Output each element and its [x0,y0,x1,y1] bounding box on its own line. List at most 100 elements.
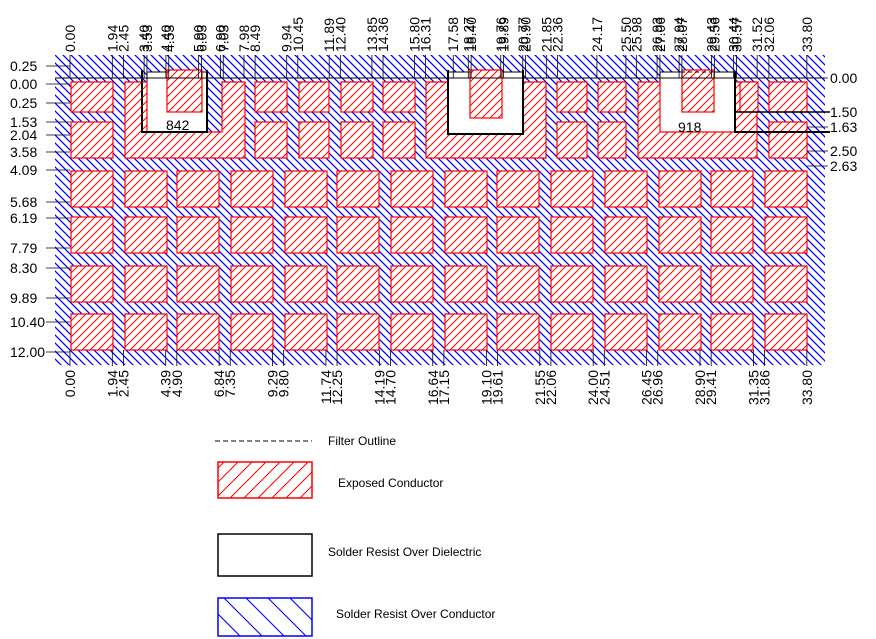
left-dimension-label: 3.58 [10,144,37,160]
bottom-dimension-label: 24.51 [596,370,612,405]
top-dimension-label: 11.89 [321,18,337,52]
pad [764,313,808,351]
top-dimension-label: 7.98 [236,25,252,52]
pad [496,216,540,254]
top-dimension-label: 20.90 [518,17,534,52]
pad [70,216,114,254]
top-dimension-label: 1.94 [104,25,120,52]
pad [284,265,328,303]
bottom-dimension-label: 11.74 [318,370,334,404]
bottom-dimension-label: 26.96 [650,370,666,405]
top-dimension-label: 9.94 [279,25,295,52]
pad [176,313,220,351]
filter-outline-dashed [660,71,736,110]
top-dimension-label: 16.31 [418,17,434,52]
filter-label-918: 918 [678,119,702,135]
pad [604,265,648,303]
pad [764,216,808,254]
pad [284,216,328,254]
top-dimension-label: 31.52 [749,17,765,52]
left-dimension-label: 2.04 [10,127,37,143]
pad [124,216,168,254]
left-dimension-label: 12.00 [10,344,45,360]
top-dimension-label: 28.07 [674,17,690,52]
pad [70,170,114,208]
left-dimension-label: 10.40 [10,314,45,330]
pad [336,265,380,303]
pad [336,216,380,254]
pad [284,170,328,208]
pad [176,216,220,254]
left-dimension-label: 5.68 [10,194,37,210]
pad [254,121,288,159]
filter-trace-842 [124,81,246,159]
top-dimension-label: 27.94 [671,17,687,52]
right-dimension-label: 2.50 [830,143,857,159]
bottom-dimension-label: 26.45 [639,370,655,405]
bottom-dimension-label: 9.80 [276,370,292,397]
bottom-dimension-label: 31.86 [757,370,773,405]
pad [284,313,328,351]
right-dimension-labels: 0.00 1.501.63 2.502.63 [807,70,857,174]
bottom-dimension-label: 28.90 [692,370,708,405]
pad [298,121,330,159]
pad [710,216,754,254]
top-dimension-label: 19.89 [496,17,512,52]
bottom-dimension-label: 33.80 [799,370,815,405]
left-dimension-labels: 0.25 0.00 0.25 1.532.043.58 4.09 5.686.19 7.79… [10,58,70,360]
pad [124,170,168,208]
right-dimension-label: 1.50 [830,104,857,120]
bottom-dimension-label: 19.10 [478,370,494,405]
top-dimension-label: 2.45 [115,25,131,52]
bottom-dimension-label: 31.35 [745,370,761,405]
top-dimension-label: 3.40 [136,25,152,52]
filter-outline-middle [447,70,524,135]
legend-dielectric-swatch [217,533,313,577]
pad [764,170,808,208]
bottom-dimension-label: 6.84 [211,370,227,397]
pad [390,170,434,208]
top-dimension-label: 27.06 [652,17,668,52]
top-dimension-label: 18.40 [463,17,479,52]
pad [444,313,488,351]
left-dimension-label: 8.30 [10,260,37,276]
pad [444,170,488,208]
top-dimension-label: 4.40 [158,25,174,52]
top-dimension-label: 19.76 [493,17,509,52]
pad [710,170,754,208]
top-dimension-label: 6.90 [212,25,228,52]
bottom-dimension-label: 16.64 [425,370,441,405]
bottom-dimension-label: 22.06 [543,370,559,405]
pad [496,265,540,303]
pad [124,313,168,351]
top-dimension-label: 13.85 [364,17,380,52]
top-dimension-label: 0.00 [62,25,78,52]
top-dimension-label: 18.27 [460,17,476,52]
pad [496,170,540,208]
pad [382,121,416,159]
legend-exposed-conductor-swatch [217,461,313,499]
legend-resist-conductor-swatch [217,597,313,637]
pad [390,216,434,254]
pad [70,265,114,303]
pad [604,313,648,351]
top-dimension-label: 22.36 [549,17,565,52]
pad [658,170,702,208]
top-dimension-label: 26.93 [649,17,665,52]
pad [70,81,114,113]
pad [230,313,274,351]
top-dimension-label: 15.80 [406,17,422,52]
pad [336,313,380,351]
top-dimension-label: 6.03 [193,25,209,52]
pad [658,313,702,351]
filter-outline-842 [141,70,208,133]
top-dimension-label: 10.45 [290,17,306,52]
top-dimension-label: 20.77 [515,17,531,52]
pad [768,121,808,159]
bottom-dimension-label: 19.61 [489,370,505,405]
pad [550,216,594,254]
left-dimension-label: 9.89 [10,290,37,306]
pad [710,313,754,351]
top-dimension-labels: 0.00 1.942.45 3.403.53 4.404.53 5.906.03 6.90… [62,17,815,78]
pad [444,216,488,254]
